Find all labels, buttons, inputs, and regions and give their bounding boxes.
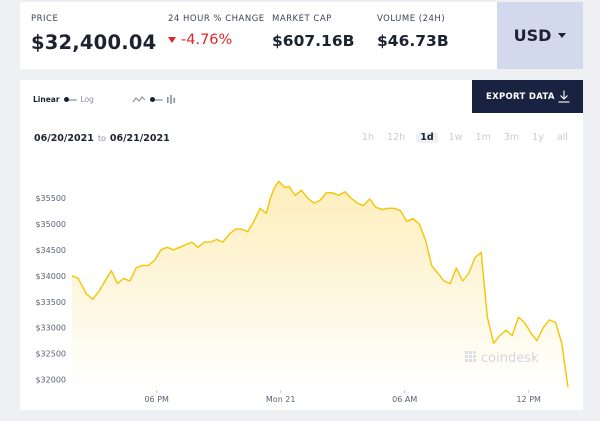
price-label: PRICE (31, 14, 59, 24)
scale-toggle-row: Linear Log (33, 95, 176, 104)
date-range[interactable]: 06/20/2021 to 06/21/2021 (34, 133, 170, 144)
toggle-knob (149, 97, 155, 102)
change-label: 24 HOUR % CHANGE (168, 14, 265, 24)
price-chart-card: coindesk $32000 $32500 $33000 $33500 $34000 $3… (20, 80, 583, 410)
price-area-fill (72, 181, 568, 390)
price-stat: PRICE $32,400.04 (31, 14, 156, 54)
currency-dropdown[interactable]: USD (497, 2, 583, 69)
download-icon (558, 90, 570, 103)
volume-stat: VOLUME (24H) $46.73B (377, 14, 449, 50)
date-range-separator: to (97, 134, 106, 143)
coindesk-logo-icon (465, 351, 476, 362)
export-label: EXPORT DATA (486, 91, 555, 102)
change-stat: 24 HOUR % CHANGE -4.76% (168, 14, 265, 48)
range-1y[interactable]: 1y (532, 132, 544, 143)
chevron-down-icon (558, 33, 567, 38)
line-chart-icon[interactable] (132, 95, 146, 104)
range-1w[interactable]: 1w (448, 132, 463, 143)
scale-log-label[interactable]: Log (80, 95, 94, 104)
date-range-start: 06/20/2021 (34, 133, 94, 144)
market-cap-stat: MARKET CAP $607.16B (272, 14, 354, 50)
range-3m[interactable]: 3m (503, 132, 520, 143)
currency-value: USD (513, 26, 552, 45)
market-stats-card: PRICE $32,400.04 24 HOUR % CHANGE -4.76%… (20, 2, 583, 69)
x-tick-label: Mon 21 (266, 395, 296, 404)
price-value: $32,400.04 (31, 31, 157, 54)
range-1h[interactable]: 1h (362, 132, 375, 143)
export-data-button[interactable]: EXPORT DATA (472, 80, 583, 113)
change-value-row: -4.76% (168, 32, 265, 48)
toggle-knob (63, 97, 69, 102)
y-tick-label: $33000 (35, 324, 66, 333)
price-line (71, 180, 569, 388)
y-tick-label: $32500 (35, 350, 66, 359)
x-tick-label: 12 PM (516, 395, 541, 404)
watermark-text: coindesk (481, 351, 539, 366)
market-cap-value: $607.16B (272, 32, 355, 50)
change-value: -4.76% (181, 32, 233, 48)
y-tick-label: $35500 (35, 194, 66, 203)
time-range-selector: 1h 12h 1d 1w 1m 3m 1y all (360, 132, 570, 143)
x-tick-label: 06 PM (144, 395, 169, 404)
y-tick-label: $35000 (35, 220, 66, 229)
scale-toggle-switch[interactable] (63, 97, 77, 102)
y-tick-label: $34500 (35, 246, 66, 255)
scale-linear-label[interactable]: Linear (33, 95, 60, 104)
x-tick-label: 06 AM (392, 395, 417, 404)
candlestick-icon[interactable] (166, 95, 176, 104)
market-cap-label: MARKET CAP (272, 14, 332, 24)
volume-label: VOLUME (24H) (377, 14, 446, 24)
toggle-track (149, 98, 163, 101)
chart-type-toggle (132, 95, 176, 104)
y-tick-label: $32000 (35, 376, 66, 385)
date-range-end: 06/21/2021 (109, 133, 170, 144)
coindesk-watermark: coindesk (465, 351, 539, 366)
range-1m[interactable]: 1m (475, 132, 491, 143)
chart-type-switch[interactable] (149, 97, 163, 102)
volume-value: $46.73B (377, 32, 449, 50)
range-all[interactable]: all (556, 132, 568, 143)
down-arrow-icon (168, 37, 176, 43)
range-12h[interactable]: 12h (387, 132, 406, 143)
range-1d[interactable]: 1d (416, 132, 438, 143)
y-tick-label: $33500 (35, 298, 66, 307)
y-tick-label: $34000 (35, 272, 66, 281)
toggle-track (63, 98, 77, 101)
price-chart: coindesk $32000 $32500 $33000 $33500 $34000 $3… (35, 180, 569, 404)
